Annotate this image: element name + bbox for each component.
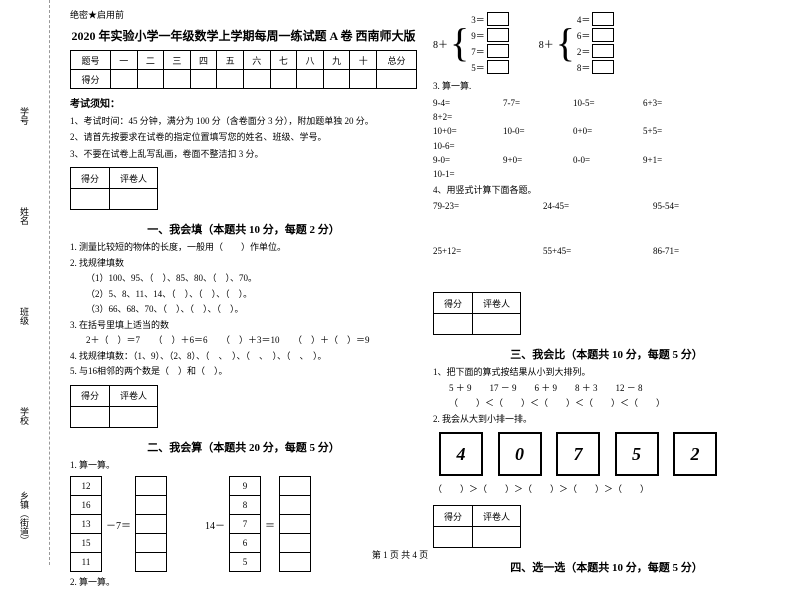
fill-q1: 1. 测量比较短的物体的长度，一般用（ ）作单位。 [70, 241, 417, 255]
part2-scorebox: 得分评卷人 [70, 385, 158, 428]
fill-q2c: （3）66、68、70、（ ）、（ ）、（ ）。 [70, 303, 417, 317]
part4-scorebox: 得分评卷人 [433, 505, 521, 548]
fill-q3: 3. 在括号里填上适当的数 [70, 319, 417, 333]
compare-q2: 2. 我会从大到小排一排。 [433, 413, 780, 427]
score-header: 题号 [71, 51, 111, 70]
fill-q2b: （2）5、8、11、14、（ ）、（ ）、（ ）。 [70, 288, 417, 302]
calc-left-op: －7＝ [106, 517, 131, 532]
margin-label-name: 姓名 [18, 207, 31, 225]
margin-label-id: 学号 [18, 107, 31, 125]
rule-1: 1、考试时间：45 分钟，满分为 100 分（含卷面分 3 分），附加题单独 2… [70, 114, 417, 128]
num-box: 4 [439, 432, 483, 476]
page-footer: 第 1 页 共 4 页 [372, 548, 428, 561]
compare-line2: （ ）＜（ ）＜（ ）＜（ ）＜（ ） [433, 397, 780, 411]
vertical-calc-title: 4、用竖式计算下面各题。 [433, 184, 780, 198]
calc-q2: 2. 算一算。 [70, 576, 417, 590]
calc-left-out [135, 476, 167, 572]
margin-label-school: 学校 [18, 407, 31, 425]
vertical-calc-grid: 79-23=24-45=95-54= 25+12=55+45=86-71= [433, 199, 780, 288]
secret-label: 绝密★启用前 [70, 8, 417, 21]
part1-scorebox: 得分评卷人 [70, 167, 158, 210]
brace-pre-2: 8＋ [539, 36, 554, 51]
equation-grid: 9-4=7-7=10-5=6+3=8+2= 10+0=10-0=0+0=5+5=… [433, 96, 780, 182]
binding-margin: 乡镇（街道） 学校 班级 姓名 学号 [0, 0, 50, 565]
part2-title: 二、我会算（本题共 20 分，每题 5 分） [70, 439, 417, 455]
brace-icon: { [556, 23, 575, 63]
calc-right-out [279, 476, 311, 572]
notice-title: 考试须知： [70, 95, 417, 110]
rule-3: 3、不要在试卷上乱写乱画，卷面不整洁扣 3 分。 [70, 147, 417, 161]
compare-line1: 5 ＋ 9 17 － 9 6 ＋ 9 8 ＋ 3 12 － 8 [433, 382, 780, 396]
fill-q2a: （1）100、95、（ ）、85、80、（ ）、70。 [70, 272, 417, 286]
score-summary-table: 题号 一 二 三 四 五 六 七 八 九 十 总分 得分 [70, 50, 417, 89]
fill-q2: 2. 找规律填数 [70, 257, 417, 271]
rule-2: 2、请首先按要求在试卷的指定位置填写您的姓名、班级、学号。 [70, 130, 417, 144]
part3-title: 三、我会比（本题共 10 分，每题 5 分） [433, 346, 780, 362]
num-box: 0 [498, 432, 542, 476]
compare-q1: 1、把下面的算式按结果从小到大排列。 [433, 366, 780, 380]
left-column: 绝密★启用前 2020 年实验小学一年级数学上学期每周一练试题 A 卷 西南师大… [62, 8, 425, 557]
right-column: 8＋ { 3＝ 9＝ 7＝ 5＝ 8＋ { 4＝ 6＝ 2＝ [425, 8, 788, 557]
score-row-label: 得分 [71, 70, 111, 89]
calc-right-op: ＝ [265, 517, 275, 532]
calc-q1: 1. 算一算。 [70, 459, 417, 473]
part3-scorebox: 得分评卷人 [433, 292, 521, 335]
part4-title: 四、选一选（本题共 10 分，每题 5 分） [433, 559, 780, 575]
num-box: 7 [556, 432, 600, 476]
calc-left-in: 12 16 13 15 11 [70, 476, 102, 572]
margin-label-class: 班级 [18, 307, 31, 325]
number-boxes: 4 0 7 5 2 [433, 432, 780, 476]
brace-section: 8＋ { 3＝ 9＝ 7＝ 5＝ 8＋ { 4＝ 6＝ 2＝ [433, 8, 780, 78]
part1-title: 一、我会填（本题共 10 分，每题 2 分） [70, 221, 417, 237]
num-box: 2 [673, 432, 717, 476]
calc-right-in: 9 8 7 6 5 [229, 476, 261, 572]
exam-title: 2020 年实验小学一年级数学上学期每周一练试题 A 卷 西南师大版 [70, 27, 417, 44]
eq-title: 3. 算一算. [433, 80, 780, 94]
margin-label-township: 乡镇（街道） [18, 491, 31, 545]
exam-rules: 1、考试时间：45 分钟，满分为 100 分（含卷面分 3 分），附加题单独 2… [70, 114, 417, 161]
fill-q5: 5. 与16相邻的两个数是（ ）和（ ）。 [70, 365, 417, 379]
calc-right-pre: 14－ [205, 517, 225, 532]
brace-icon: { [450, 23, 469, 63]
fill-q3a: 2＋（ ）＝7 （ ）＋6＝6 （ ）＋3＝10 （ ）＋（ ）＝9 [70, 334, 417, 348]
compare-line3: （ ）＞（ ）＞（ ）＞（ ）＞（ ） [433, 482, 780, 495]
brace-pre-1: 8＋ [433, 36, 448, 51]
fill-q4: 4. 找规律填数：（1、9）、（2、8）、（ 、 ）、（ 、 ）、（ 、 ）。 [70, 350, 417, 364]
calc-layout: 12 16 13 15 11 －7＝ 14－ 9 8 7 6 5 [70, 476, 417, 572]
num-box: 5 [615, 432, 659, 476]
